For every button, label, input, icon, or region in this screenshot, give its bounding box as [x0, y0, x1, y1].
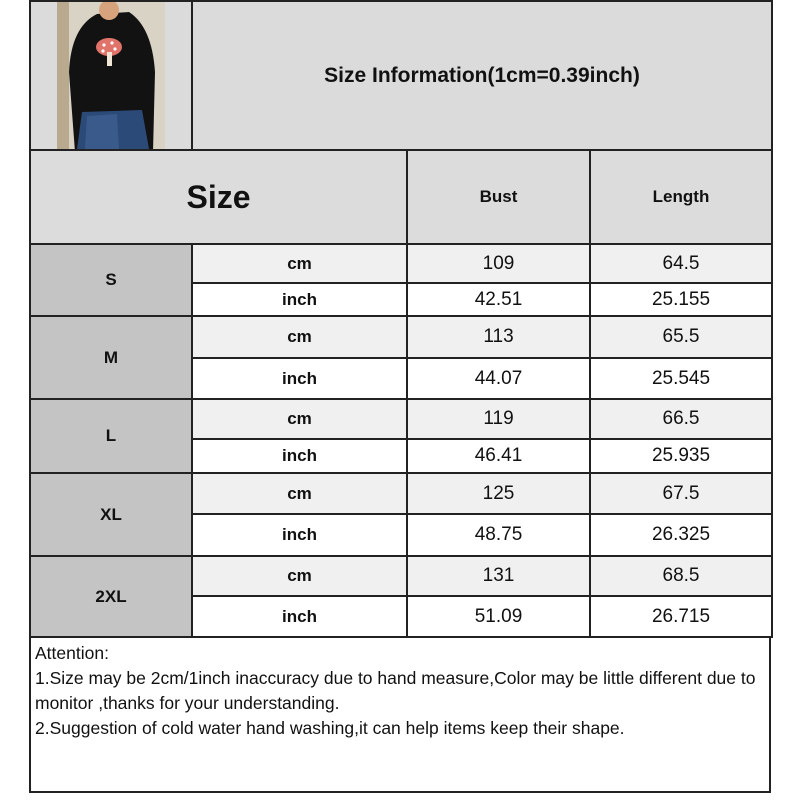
length-value: 67.5: [589, 472, 773, 515]
bust-value: 113: [406, 315, 591, 359]
table-row: inch 44.07 25.545: [30, 357, 773, 400]
length-value: 25.155: [589, 282, 773, 317]
length-value: 25.935: [589, 438, 773, 474]
bust-value: 48.75: [406, 513, 591, 557]
attention-heading: Attention:: [35, 643, 109, 663]
unit-label: cm: [191, 472, 408, 515]
attention-line: 2.Suggestion of cold water hand washing,…: [35, 718, 625, 738]
table-row: inch 48.75 26.325: [30, 513, 773, 557]
length-value: 25.545: [589, 357, 773, 400]
bust-value: 131: [406, 555, 591, 597]
length-value: 26.715: [589, 595, 773, 638]
size-label: S: [29, 243, 193, 317]
unit-label: inch: [191, 513, 408, 557]
unit-label: inch: [191, 357, 408, 400]
unit-label: cm: [191, 243, 408, 284]
attention-notes: Attention: 1.Size may be 2cm/1inch inacc…: [29, 638, 771, 793]
table-row: inch 46.41 25.935: [30, 438, 773, 474]
table-row: inch 51.09 26.715: [30, 595, 773, 638]
unit-label: cm: [191, 555, 408, 597]
unit-label: cm: [191, 315, 408, 359]
size-label: XL: [29, 472, 193, 557]
unit-label: cm: [191, 398, 408, 440]
bust-value: 125: [406, 472, 591, 515]
bust-value: 46.41: [406, 438, 591, 474]
bust-value: 51.09: [406, 595, 591, 638]
length-value: 64.5: [589, 243, 773, 284]
size-label: 2XL: [29, 555, 193, 638]
unit-label: inch: [191, 282, 408, 317]
size-chart: Size Information(1cm=0.39inch) Size Bust…: [29, 0, 773, 800]
table-row: 2XL cm 131 68.5: [29, 555, 773, 638]
page-title: Size Information(1cm=0.39inch): [191, 0, 773, 151]
length-value: 66.5: [589, 398, 773, 440]
bust-value: 119: [406, 398, 591, 440]
size-label: L: [29, 398, 193, 474]
size-label: M: [29, 315, 193, 400]
table-row: XL cm 125 67.5: [29, 472, 773, 557]
unit-label: inch: [191, 595, 408, 638]
length-header: Length: [589, 149, 773, 245]
bust-value: 44.07: [406, 357, 591, 400]
length-value: 65.5: [589, 315, 773, 359]
size-header: Size: [29, 149, 408, 245]
product-photo-cell: [29, 0, 193, 151]
table-row: inch 42.51 25.155: [30, 282, 773, 317]
length-value: 26.325: [589, 513, 773, 557]
unit-label: inch: [191, 438, 408, 474]
size-table: Size Information(1cm=0.39inch) Size Bust…: [29, 0, 773, 638]
bust-value: 109: [406, 243, 591, 284]
bust-value: 42.51: [406, 282, 591, 317]
bust-header: Bust: [406, 149, 591, 245]
attention-line: 1.Size may be 2cm/1inch inaccuracy due t…: [35, 668, 756, 713]
product-photo: [57, 2, 165, 149]
length-value: 68.5: [589, 555, 773, 597]
